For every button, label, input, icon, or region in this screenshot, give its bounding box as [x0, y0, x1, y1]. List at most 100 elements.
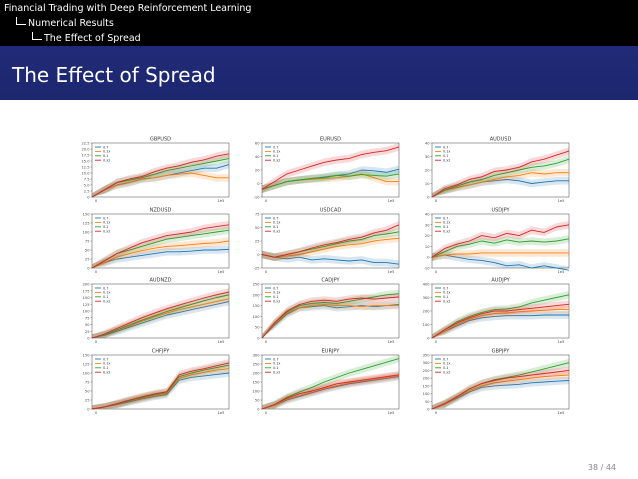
chart-panel: AUDNZD 200 175 150 125 100 75 50 25 0 0 1e5 0.7 0.1x 0… — [64, 275, 234, 346]
y-tick-label: 50 — [255, 398, 260, 402]
series-line — [91, 361, 230, 409]
confidence-band — [262, 143, 399, 194]
legend-label: 0.x2 — [103, 300, 110, 304]
series-line — [431, 379, 570, 409]
y-tick-label: 10.0 — [81, 172, 90, 176]
y-tick-label: 2.5 — [84, 190, 90, 194]
y-tick-label: 400 — [423, 283, 431, 287]
y-tick-label: 125 — [83, 221, 90, 225]
plot-frame — [91, 142, 230, 198]
y-tick-label: 100 — [423, 392, 431, 396]
y-tick-label: 40 — [425, 212, 430, 216]
presentation-title[interactable]: Financial Trading with Deep Reinforcemen… — [4, 3, 252, 14]
legend-label: 0.x2 — [273, 159, 280, 163]
y-tick-label: 175 — [83, 289, 90, 293]
chart-svg: USDCAD 75 50 25 0 -25 0 1e5 0.70.1x0.10.x2 — [254, 207, 400, 274]
y-tick-label: 20.0 — [81, 148, 90, 152]
y-tick-label: 125 — [83, 362, 90, 366]
chart-panel: NZDUSD 150 125 100 75 50 25 0 0 1e5 0.7 0.1x 0.1 0.x2 — [64, 205, 234, 276]
x-tick-label: 0 — [435, 411, 438, 415]
y-tick-label: 150 — [253, 380, 261, 384]
y-tick-label: 25 — [255, 239, 260, 243]
x-tick-label: 1e5 — [558, 270, 565, 274]
y-tick-label: 125 — [83, 303, 90, 307]
x-tick-label: 1e5 — [218, 411, 225, 415]
x-tick-label: 0 — [435, 340, 438, 344]
y-tick-label: 0 — [427, 407, 430, 411]
confidence-band — [262, 371, 399, 409]
subsection-name[interactable]: The Effect of Spread — [44, 33, 141, 44]
y-tick-label: 150 — [83, 296, 91, 300]
y-tick-label: 50 — [255, 226, 260, 230]
x-tick-label: 0 — [435, 270, 438, 274]
chart-panel: CADJPY 250 200 150 100 50 0 0 1e5 0.7 0.1x 0.1 0.x2 — [234, 275, 404, 346]
x-tick-label: 0 — [95, 340, 98, 344]
legend-label: 0.1 — [273, 154, 278, 158]
y-tick-label: 300 — [423, 361, 431, 365]
y-tick-label: 0 — [427, 255, 430, 259]
x-tick-label: 0 — [95, 199, 98, 203]
confidence-band — [92, 225, 229, 268]
chart-title: CHFJPY — [152, 348, 171, 354]
legend-label: 0.x2 — [443, 229, 450, 233]
legend-label: 0.7 — [443, 286, 448, 290]
legend-label: 0.1 — [443, 295, 448, 299]
plot-frame — [431, 213, 570, 268]
y-tick-label: 150 — [83, 353, 91, 357]
confidence-band — [92, 236, 229, 268]
series-line — [261, 296, 400, 339]
y-tick-label: 250 — [253, 362, 261, 366]
series-line — [91, 153, 230, 198]
legend-label: 0.1x — [443, 220, 450, 224]
y-tick-label: 200 — [253, 293, 261, 297]
confidence-band — [262, 220, 399, 261]
chart-panel: CHFJPY 150 125 100 75 50 25 0 0 1e5 0.7 0.1x 0.1 0.x2 — [64, 346, 234, 417]
y-tick-label: 17.5 — [81, 154, 89, 158]
series-line — [261, 237, 400, 258]
legend-label: 0.7 — [103, 286, 108, 290]
series-line — [261, 293, 400, 339]
section-name[interactable]: Numerical Results — [28, 18, 114, 29]
confidence-band — [92, 169, 229, 197]
y-tick-label: 50 — [85, 248, 90, 252]
series-line — [91, 240, 230, 268]
y-tick-label: 25 — [85, 330, 90, 334]
series-line — [261, 374, 400, 409]
y-tick-label: 30 — [425, 155, 430, 159]
series-line — [261, 304, 399, 339]
legend-label: 0.1 — [273, 225, 278, 229]
series-line — [431, 158, 570, 198]
chart-title: AUDNZD — [150, 278, 172, 284]
y-tick-label: 60 — [255, 142, 260, 146]
y-tick-label: 50 — [85, 323, 90, 327]
legend-label: 0.x2 — [273, 300, 280, 304]
chart-title: GBPUSD — [150, 137, 171, 143]
x-tick-label: 1e5 — [218, 340, 225, 344]
series-line — [91, 223, 230, 268]
y-tick-label: 150 — [83, 212, 91, 216]
series-line — [91, 301, 230, 339]
confidence-band — [262, 300, 399, 338]
series-line — [91, 172, 229, 198]
legend-label: 0.1 — [103, 366, 108, 370]
legend-label: 0.x2 — [443, 370, 450, 374]
legend-label: 0.7 — [103, 216, 108, 220]
y-tick-label: 350 — [423, 353, 431, 357]
chart-svg: AUDJPY 400 300 200 100 0 0 1e5 0.70.1x0.10.x2 — [423, 278, 570, 344]
x-tick-label: 0 — [95, 270, 98, 274]
legend-label: 0.x2 — [103, 370, 110, 374]
x-tick-label: 0 — [265, 199, 268, 203]
legend-label: 0.1 — [103, 295, 108, 299]
legend-label: 0.1x — [273, 150, 280, 154]
y-tick-label: 200 — [423, 376, 431, 380]
x-tick-label: 1e5 — [558, 411, 565, 415]
y-tick-label: 200 — [423, 310, 431, 314]
legend-label: 0.1 — [103, 225, 108, 229]
y-tick-label: 50 — [85, 389, 90, 393]
chart-svg: AUDUSD 40 30 20 10 0 0 1e5 0.70.1x0.10.x2 — [425, 137, 570, 203]
series-line — [431, 223, 570, 258]
chart-panel: USDJPY 40 30 20 10 0 -10 0 1e5 0.7 0.1x 0.1 0.x2 — [404, 205, 574, 276]
legend-label: 0.1x — [103, 361, 110, 365]
legend-label: 0.1x — [103, 291, 110, 295]
